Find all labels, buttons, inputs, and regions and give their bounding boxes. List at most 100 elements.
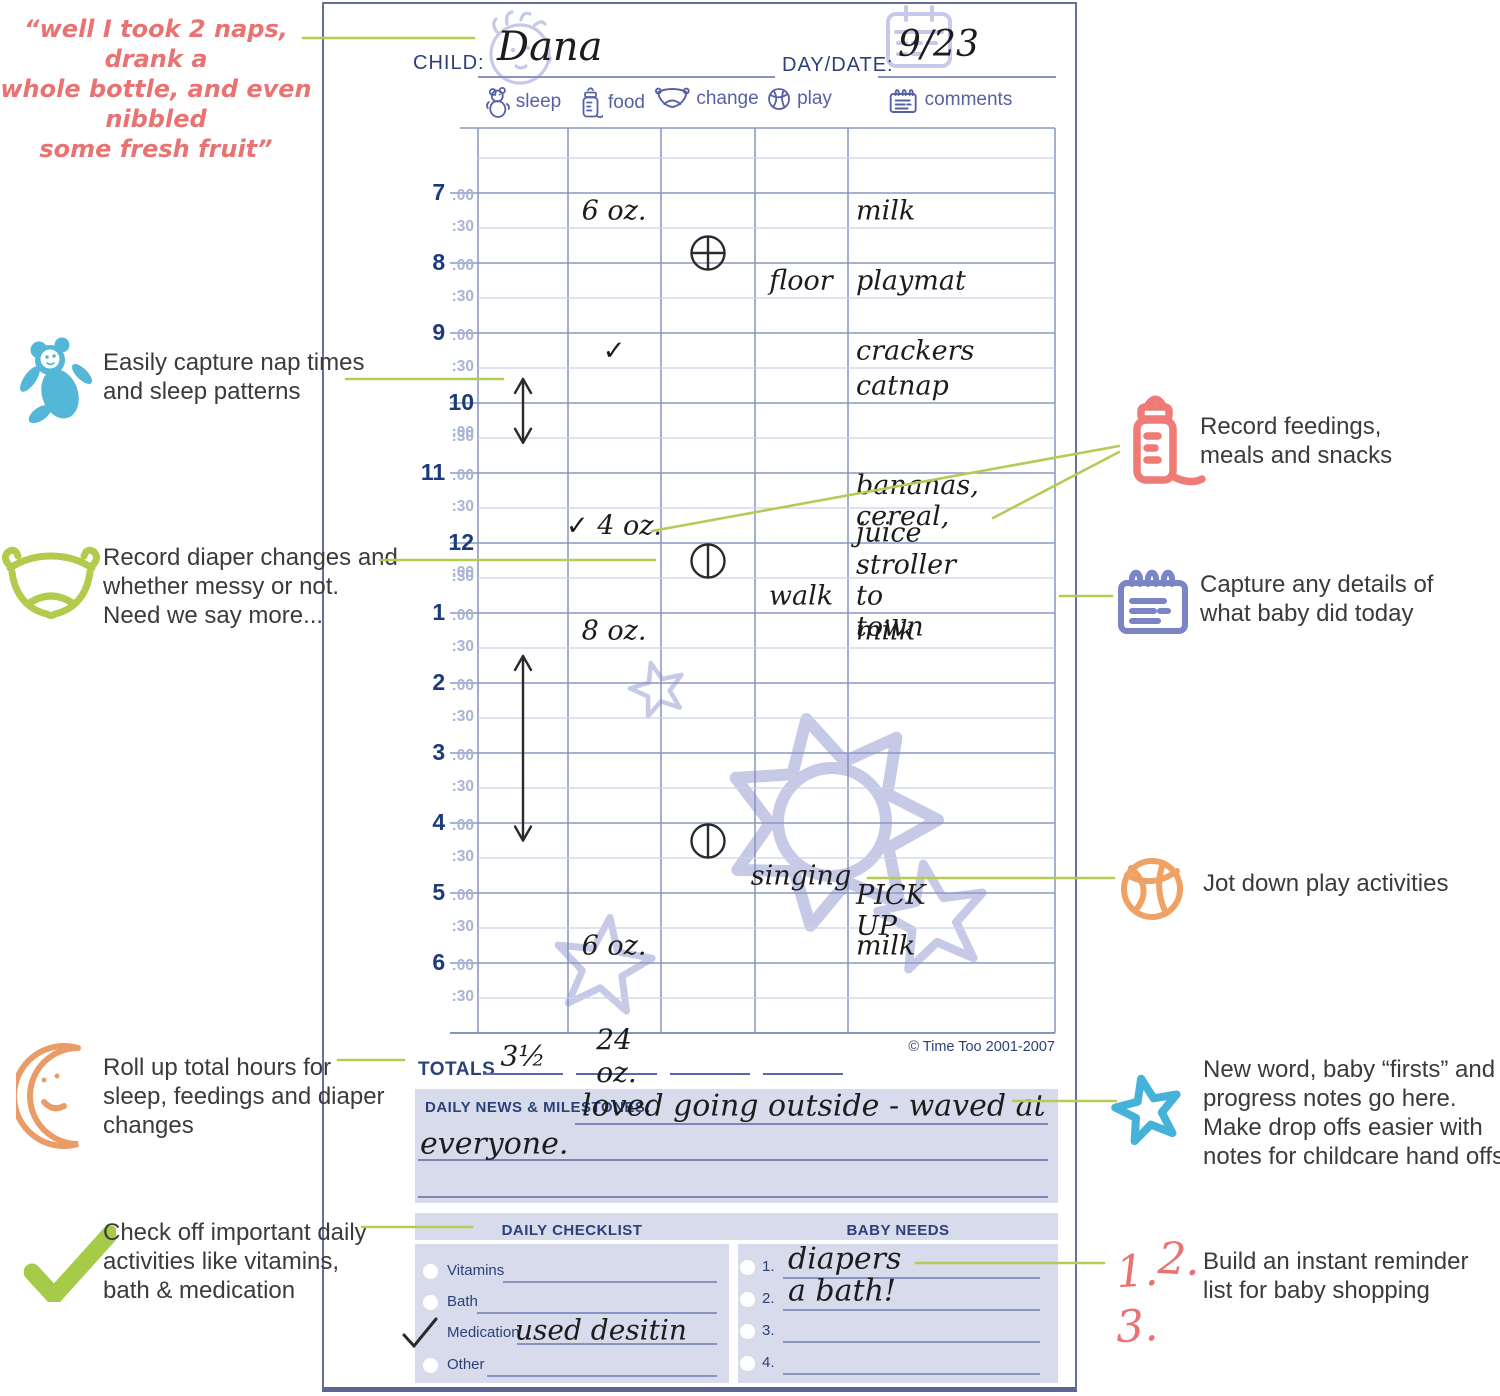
half-hour-label: :30 — [451, 848, 474, 865]
milestones-text-line1: loved going outside - waved at — [582, 1088, 1046, 1124]
milestones-box — [415, 1089, 1058, 1203]
totals-label: TOTALS — [418, 1059, 496, 1080]
entry-food: ✓ — [602, 335, 626, 366]
entry-food: 6 oz. — [581, 930, 647, 961]
annotation-line: Roll up total hours for — [103, 1054, 332, 1081]
entry-food: 8 oz. — [581, 615, 647, 646]
hour-label-2: 2 :00 — [432, 669, 474, 695]
checklist-underline — [517, 1343, 717, 1345]
hour-label-12: 12 :00 — [448, 529, 474, 581]
checklist-divider-h — [415, 1240, 1058, 1244]
entry-comments: juice — [856, 517, 922, 548]
need-underline — [783, 1277, 1040, 1279]
checkmark-icon — [24, 1226, 116, 1302]
entry-comments: playmat — [856, 265, 966, 296]
ball-mini-icon — [766, 86, 792, 112]
annotation-line: Make drop offs easier with — [1203, 1114, 1483, 1141]
column-label: comments — [924, 89, 1013, 110]
entry-comments: milk — [856, 195, 916, 226]
moon-icon — [16, 1040, 108, 1152]
half-hour-label: :30 — [451, 428, 474, 445]
checklist-note: used desitin — [515, 1313, 687, 1347]
diaper-icon — [0, 540, 102, 636]
milestones-underline — [418, 1196, 1048, 1198]
annotation-line: bath & medication — [103, 1277, 296, 1304]
checklist-item-label: Medication — [447, 1324, 520, 1341]
checklist-underline — [487, 1375, 717, 1377]
annotation-line: Check off important daily — [103, 1219, 367, 1246]
diaper-change-mark — [688, 821, 728, 861]
sleep-arrow — [506, 375, 540, 447]
date-label: DAY/DATE: — [782, 54, 894, 76]
annotation-text-feedings: Record feedings, meals and snacks — [1200, 412, 1392, 470]
hour-label-8: 8 :00 — [432, 249, 474, 275]
baby-face-doodle — [476, 8, 562, 92]
totals-underline — [763, 1073, 843, 1075]
checklist-underline — [477, 1312, 717, 1314]
half-hour-label: :30 — [451, 918, 474, 935]
quote-line: “well I took 2 naps, drank a — [24, 15, 288, 73]
hour-label-5: 5 :00 — [432, 879, 474, 905]
column-label: change — [696, 88, 759, 109]
column-header-food: food — [579, 86, 645, 120]
annotation-line: progress notes go here. — [1203, 1085, 1457, 1112]
sleep-arrow — [506, 652, 540, 845]
need-underline — [783, 1341, 1040, 1343]
entry-play: walk — [768, 580, 834, 611]
totals-underline — [670, 1073, 750, 1075]
checklist-item-label: Bath — [447, 1293, 478, 1310]
entry-play: singing — [750, 860, 852, 891]
entry-food: ✓ 4 oz. — [565, 510, 663, 541]
column-label: food — [608, 92, 645, 113]
calendar-doodle — [882, 4, 956, 72]
date-underline — [878, 76, 1056, 78]
annotation-line: New word, baby “firsts” and — [1203, 1056, 1496, 1083]
totals-value: 24 oz. — [596, 1023, 637, 1089]
totals-underline — [483, 1073, 563, 1075]
annotation-line: Record feedings, — [1200, 413, 1382, 440]
annotation-line: whether messy or not. — [103, 573, 340, 600]
column-header-comments: comments — [888, 86, 1013, 114]
bear-icon — [14, 334, 94, 426]
need-number: 3. — [762, 1322, 775, 1339]
milestones-underline — [418, 1159, 1048, 1161]
milestones-underline — [575, 1123, 1048, 1125]
need-number: 1. — [762, 1258, 775, 1275]
entry-comments: milk — [856, 930, 916, 961]
annotation-text-comments: Capture any details of what baby did toda… — [1200, 570, 1433, 628]
copyright: © Time Too 2001-2007 — [908, 1039, 1055, 1055]
hour-label-11: 11 :00 — [420, 459, 474, 485]
hour-label-10: 10 :00 — [448, 389, 474, 441]
annotation-line: notes for childcare hand offs. — [1203, 1143, 1500, 1170]
totals-underline — [576, 1073, 657, 1075]
star-doodle-right — [872, 858, 994, 980]
half-hour-label: :30 — [451, 638, 474, 655]
quote-line: whole bottle, and even nibbled — [0, 75, 312, 133]
checkbox-checked — [400, 1316, 440, 1350]
checkbox-circle — [423, 1264, 438, 1279]
baby-needs-title: BABY NEEDS — [846, 1222, 950, 1239]
half-hour-label: :30 — [451, 708, 474, 725]
half-hour-label: :30 — [451, 218, 474, 235]
annotation-line: what baby did today — [1200, 600, 1414, 627]
annotation-text-totals: Roll up total hours for sleep, feedings a… — [103, 1053, 385, 1140]
entry-comments: stroller to town — [856, 549, 957, 642]
totals-value: 3½ — [500, 1039, 546, 1073]
annotation-line: Record diaper changes and — [103, 544, 398, 571]
need-underline — [783, 1373, 1040, 1375]
hour-label-3: 3 :00 — [432, 739, 474, 765]
annotation-text-diaper: Record diaper changes and whether messy o… — [103, 543, 398, 630]
annotation-line: and sleep patterns — [103, 378, 301, 405]
star-doodle-left — [548, 912, 658, 1022]
half-hour-label: :30 — [451, 988, 474, 1005]
half-hour-label: :30 — [451, 568, 474, 585]
column-header-change: change — [653, 86, 759, 112]
checklist-divider-v — [729, 1244, 738, 1383]
bear-mini-icon — [485, 86, 511, 118]
numbers-icon: 1.2.3. — [1114, 1232, 1202, 1354]
annotation-line: Easily capture nap times — [103, 349, 365, 376]
daily-checklist-title: DAILY CHECKLIST — [501, 1222, 643, 1239]
child-value: Dana — [497, 24, 603, 70]
notepad-mini-icon — [888, 86, 920, 114]
milestones-label: DAILY NEWS & MILESTONES: — [425, 1099, 651, 1116]
